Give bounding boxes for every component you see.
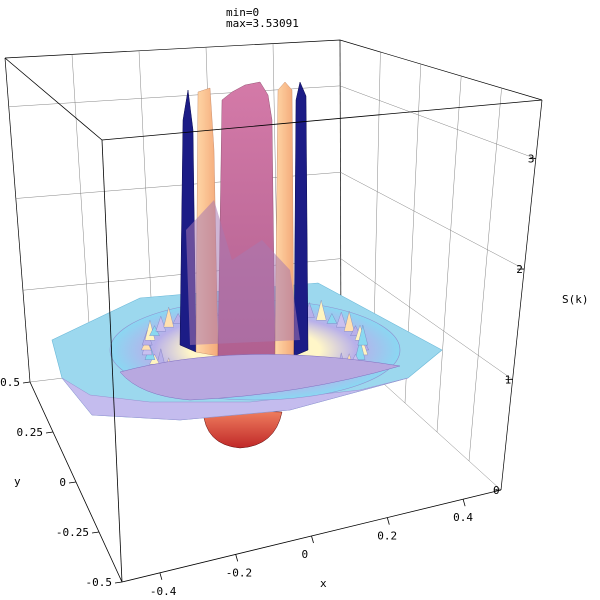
y-tick-label: -0.25 [56,526,89,539]
y-tick [114,581,123,584]
ring-spike [326,313,338,324]
front-edge-top-left [4,57,103,141]
surface-sheet-front [61,377,409,421]
z-tick-label: 0 [493,484,500,497]
x-tick-label: 0.2 [377,530,397,543]
x-tick [462,499,466,507]
x-tick [311,535,314,544]
ring-spike [163,307,174,328]
x-tick-label: -0.2 [226,566,253,579]
z-tick-label: 1 [505,374,512,387]
y-tick-label: 0.5 [0,376,20,389]
surface [51,81,443,449]
y-axis-title: y [14,475,21,488]
surface-front-fold [119,354,401,401]
x-tick-label: 0.4 [453,511,473,524]
y-tick [22,381,31,384]
ring-spike [336,311,347,328]
y-tick [68,481,77,484]
y-tick [91,531,100,534]
ring-spike [343,311,355,332]
grid-line [468,87,502,462]
z-tick-label: 3 [528,153,535,166]
x-axis-title: x [320,577,327,590]
y-tick-label: 0 [59,476,66,489]
z-tick-label: 2 [516,263,523,276]
surface-peaks [179,81,309,359]
z-axis-title: S(k) [562,293,589,306]
x-tick-label: -0.4 [150,585,177,598]
grid-line [8,85,536,159]
y-tick [45,431,54,434]
x-tick [386,517,390,525]
peak-navy-right [293,81,309,357]
x-tick [235,554,239,562]
front-edge-vertical [101,139,123,583]
x-tick-label: 0 [302,548,309,561]
front-edge-top-right [101,99,543,141]
max-label: max=3.53091 [226,17,299,30]
axis-ticks: -0.4 -0.2 0 0.2 0.4 -0.5 -0.25 0 0.25 0.5 0 1 2 3 [0,153,536,598]
ring-spike [357,325,369,346]
back-edge-left [4,57,31,383]
grid-line [22,258,513,380]
grid-line [15,172,525,270]
grid-line [71,54,93,375]
peak-shade [186,200,300,345]
x-tick [159,572,163,580]
ring-spike [316,300,327,321]
grid-line [436,75,462,433]
y-tick-label: -0.5 [86,576,113,589]
back-edge-right [500,99,543,491]
min-label: min=0 [226,6,259,19]
ring-spike [354,339,366,360]
surface-dip [202,409,283,449]
ring-spike [155,315,167,332]
plot-box-back [4,39,543,491]
back-edge-mid [339,39,342,346]
y-tick-label: 0.25 [17,426,44,439]
